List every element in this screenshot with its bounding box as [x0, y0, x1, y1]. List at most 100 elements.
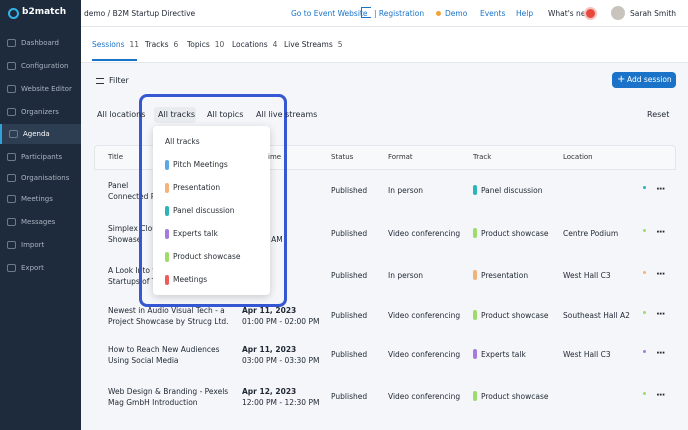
track-color: [473, 227, 477, 238]
track-color: [165, 206, 169, 216]
dropdown-option[interactable]: Presentation: [153, 179, 270, 197]
track: Experts talk: [481, 350, 526, 359]
nav-icon: [7, 264, 16, 272]
time: 12:00 PM - 12:30 PM: [242, 397, 320, 407]
title-line: A Look Into th: [108, 266, 161, 275]
tab[interactable]: Sessions 11: [92, 40, 139, 49]
filter-select[interactable]: All tracks: [158, 110, 195, 119]
dropdown-option[interactable]: Product showcase: [153, 248, 270, 266]
row-menu[interactable]: ···: [656, 348, 665, 359]
track: Presentation: [481, 271, 529, 280]
help-link[interactable]: Help: [516, 9, 534, 18]
nav-item[interactable]: Dashboard: [0, 33, 81, 53]
location: West Hall C3: [563, 350, 611, 359]
date: Apr 11, 2023: [242, 345, 297, 354]
tab[interactable]: Tracks 6: [145, 40, 178, 49]
time: 03:00 PM - 03:30 PM: [242, 356, 320, 365]
title-line: How to Reach New Audiences: [108, 345, 220, 354]
title-line: Using Social Media: [108, 356, 179, 365]
tab-count: 5: [337, 40, 343, 49]
filter-select[interactable]: All live streams: [256, 110, 318, 119]
column-header: Title: [108, 153, 124, 161]
column-header: Track: [473, 153, 492, 161]
dropdown-option[interactable]: All tracks: [165, 137, 200, 146]
nav-item[interactable]: Configuration: [0, 56, 81, 76]
add-session-button[interactable]: + Add session: [612, 72, 676, 88]
format: Video conferencing: [388, 391, 461, 401]
filter-label[interactable]: Filter: [109, 76, 129, 85]
demo-link[interactable]: Demo: [445, 9, 468, 18]
title-line: Startups of To: [108, 277, 160, 286]
option-label: Meetings: [173, 275, 208, 284]
tab-label: Sessions: [92, 40, 125, 49]
nav-icon: [7, 39, 16, 47]
website-link[interactable]: Go to Event Website: [291, 9, 368, 18]
extra-dot: [643, 228, 646, 232]
nav-icon: [7, 195, 16, 203]
nav-item[interactable]: Export: [0, 258, 81, 278]
tab[interactable]: Locations 4: [232, 40, 277, 49]
extra-dot: [643, 311, 646, 314]
dropdown-option[interactable]: Panel discussion: [153, 202, 270, 220]
tab[interactable]: Topics 10: [187, 40, 224, 49]
column-header: ime: [268, 153, 282, 161]
date: Apr 11, 2023: [242, 306, 297, 315]
tab-label: Topics: [187, 40, 210, 49]
logo: b2match: [22, 7, 67, 17]
add-session-label: Add session: [627, 75, 672, 84]
tab-count: 10: [214, 40, 225, 49]
row-menu[interactable]: ···: [656, 389, 665, 401]
dropdown-option[interactable]: Pitch Meetings: [153, 156, 270, 174]
nav-item[interactable]: Organisations: [0, 168, 81, 188]
track-color: [165, 229, 169, 239]
extra-dot: [643, 271, 646, 274]
title-line: Panel: [108, 181, 129, 190]
track-color: [165, 183, 169, 193]
row-menu[interactable]: ···: [656, 184, 665, 195]
highlight-box: [139, 94, 287, 307]
nav-item[interactable]: Import: [0, 235, 81, 255]
filter-select[interactable]: All locations: [97, 110, 146, 119]
nav-item[interactable]: Agenda: [0, 124, 81, 144]
status: Published: [331, 186, 368, 195]
nav-item[interactable]: Website Editor: [0, 79, 81, 99]
nav-item[interactable]: Participants: [0, 147, 81, 167]
whats-new[interactable]: What's new: [548, 9, 592, 18]
events-link[interactable]: Events: [480, 9, 506, 18]
option-label: Pitch Meetings: [173, 160, 228, 169]
tab-label: Tracks: [145, 40, 169, 49]
status: Published: [331, 271, 368, 280]
track-color: [473, 310, 477, 320]
nav-icon: [9, 130, 18, 138]
title-line: Project Showcase by Strucg Ltd.: [108, 317, 229, 326]
dropdown-option[interactable]: Experts talk: [153, 225, 270, 243]
filter-icon: [96, 78, 104, 84]
dropdown-option[interactable]: Meetings: [153, 271, 270, 289]
track-color: [165, 275, 169, 285]
option-label: Presentation: [173, 183, 221, 192]
tab[interactable]: Live Streams 5: [284, 40, 343, 49]
tab-label: Locations: [232, 40, 268, 49]
nav-icon: [7, 153, 16, 161]
user-name[interactable]: Sarah Smith: [630, 9, 677, 18]
track: Product showcase: [481, 228, 549, 238]
filter-select[interactable]: All topics: [207, 110, 244, 119]
logo-icon: [8, 8, 19, 19]
row-menu[interactable]: ···: [656, 226, 665, 238]
option-label: Product showcase: [173, 252, 241, 261]
option-label: Panel discussion: [173, 206, 235, 215]
nav-icon: [7, 218, 16, 226]
status: Published: [331, 391, 368, 401]
nav-item[interactable]: Organizers: [0, 102, 81, 122]
status: Published: [331, 228, 368, 238]
status: Published: [331, 350, 368, 359]
row-menu[interactable]: ···: [656, 269, 665, 280]
nav-item[interactable]: Meetings: [0, 189, 81, 209]
nav-item[interactable]: Messages: [0, 212, 81, 232]
row-menu[interactable]: ···: [656, 309, 665, 320]
title-line: Connected Pro: [108, 192, 163, 201]
reset[interactable]: Reset: [647, 110, 670, 119]
logo-bar: b2match: [0, 0, 81, 27]
column-header: Format: [388, 153, 413, 161]
registration-link[interactable]: | Registration: [374, 9, 425, 18]
